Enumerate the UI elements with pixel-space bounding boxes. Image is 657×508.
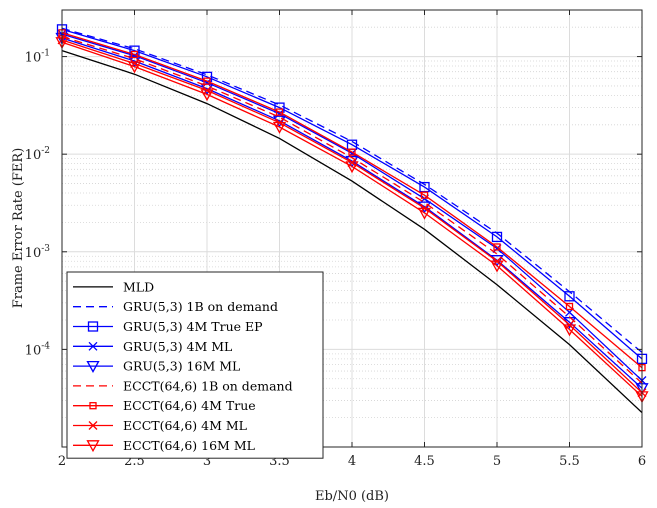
triangle-marker — [417, 207, 432, 220]
square-marker — [564, 291, 575, 302]
series-line — [61, 41, 643, 397]
data-point — [130, 50, 139, 59]
square-marker — [420, 191, 429, 199]
data-point — [493, 243, 501, 251]
triangle-marker — [272, 121, 287, 134]
y-axis-label: Frame Error Rate (FER) — [11, 148, 26, 309]
data-point — [275, 108, 284, 116]
square-marker — [130, 50, 139, 59]
series-line — [61, 28, 643, 360]
x-tick-label: 4.5 — [414, 454, 435, 469]
triangle-marker — [86, 440, 100, 453]
square-marker — [565, 302, 574, 311]
axes: 2 2.5 3 3.5 4 4.5 5 5.5 610-110-210-310-4 — [25, 10, 646, 469]
data-point — [417, 207, 432, 220]
series-2 — [61, 27, 643, 353]
data-point — [564, 291, 575, 302]
legend-box — [66, 271, 324, 459]
square-marker — [491, 231, 503, 243]
legend-entry: ECCT(64,6) 4M ML — [73, 418, 247, 433]
triangle-marker — [490, 260, 504, 273]
data-point — [200, 89, 214, 102]
data-point — [491, 231, 503, 243]
triangle-marker — [417, 201, 432, 214]
y-tick-label: 10-1 — [25, 49, 50, 66]
legend-entry: ECCT(64,6) 16M ML — [73, 438, 255, 453]
legend-marker — [89, 402, 97, 410]
legend-label: MLD — [123, 279, 154, 294]
legend-entry: MLD — [73, 279, 154, 294]
series-line — [61, 37, 643, 389]
data-point — [203, 77, 211, 85]
legend-entry: GRU(5,3) 4M True EP — [73, 319, 263, 334]
y-tick-label: 10-3 — [25, 244, 51, 261]
square-marker — [203, 77, 211, 85]
y-tick-label: 10-2 — [25, 146, 50, 163]
square-marker — [275, 108, 284, 116]
series-6 — [61, 35, 643, 384]
legend-marker — [87, 321, 99, 332]
legend-entry: GRU(5,3) 1B on demand — [73, 299, 278, 314]
legend-label: GRU(5,3) 4M ML — [123, 339, 232, 354]
legend-marker — [86, 440, 100, 453]
series-1 — [61, 49, 643, 414]
series-line — [61, 27, 643, 353]
data-point — [562, 324, 577, 337]
legend-marker — [88, 341, 98, 351]
legend-label: ECCT(64,6) 4M True — [123, 398, 256, 413]
y-tick-label: 10-4 — [25, 341, 51, 358]
data-point — [417, 201, 432, 214]
x-tick-label: 5 — [493, 454, 501, 469]
x-tick-label: 2 — [58, 454, 66, 469]
triangle-marker — [562, 324, 577, 337]
x-tick-label: 4 — [348, 454, 356, 469]
x-tick-label: 3 — [203, 454, 211, 469]
series-line — [61, 49, 643, 414]
series-line — [61, 35, 643, 384]
legend-label: ECCT(64,6) 4M ML — [123, 418, 247, 433]
square-marker — [348, 148, 356, 156]
legend: MLD GRU(5,3) 1B on demand GRU(5,3) 4M True… — [66, 271, 324, 459]
x-axis-label: Eb/N0 (dB) — [315, 489, 389, 504]
series-line — [61, 32, 643, 369]
legend-label: ECCT(64,6) 16M ML — [123, 438, 255, 453]
x-marker-stroke — [88, 341, 98, 351]
square-marker — [87, 321, 99, 332]
legend-marker — [86, 360, 100, 373]
square-marker — [493, 243, 501, 251]
legend-entry: ECCT(64,6) 1B on demand — [73, 378, 293, 393]
triangle-marker — [86, 360, 100, 373]
data-point — [348, 148, 356, 156]
legend-label: GRU(5,3) 4M True EP — [123, 319, 263, 334]
data-point — [345, 161, 359, 174]
legend-label: GRU(5,3) 16M ML — [123, 359, 240, 374]
data-point — [565, 302, 574, 311]
legend-entry: ECCT(64,6) 4M True — [73, 398, 256, 413]
data-point — [420, 191, 429, 199]
x-marker-stroke — [88, 421, 98, 430]
square-marker — [89, 402, 97, 410]
triangle-marker — [127, 61, 142, 74]
legend-entry: GRU(5,3) 16M ML — [73, 359, 240, 374]
legend-entry: GRU(5,3) 4M ML — [73, 339, 232, 354]
data-point — [490, 260, 504, 273]
legend-label: ECCT(64,6) 1B on demand — [123, 378, 293, 393]
data-point — [127, 61, 142, 74]
legend-label: GRU(5,3) 1B on demand — [123, 299, 278, 314]
x-tick-label: 5.5 — [559, 454, 580, 469]
data-point — [272, 121, 287, 134]
x-tick-label: 6 — [638, 454, 646, 469]
triangle-marker — [200, 89, 214, 102]
legend-marker — [88, 421, 98, 430]
triangle-marker — [345, 161, 359, 174]
